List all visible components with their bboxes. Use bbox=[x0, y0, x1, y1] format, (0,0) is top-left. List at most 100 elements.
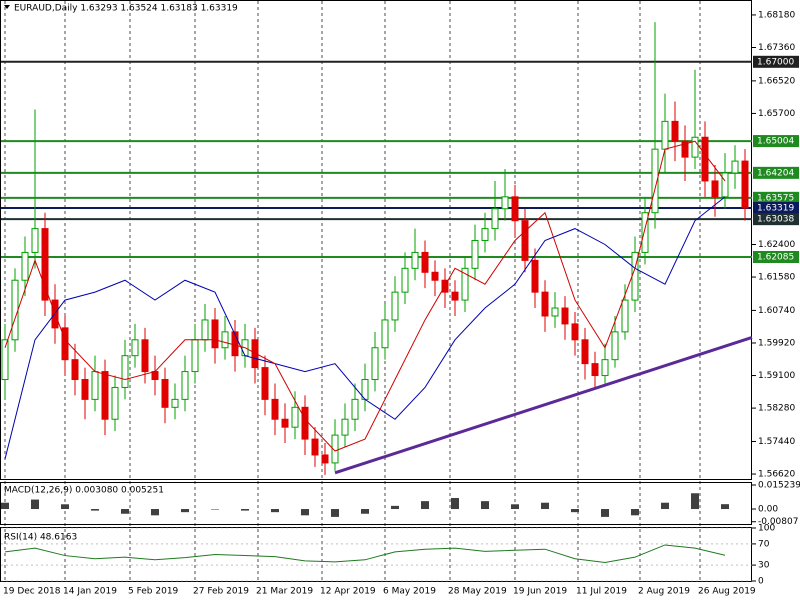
candle-body bbox=[671, 120, 679, 142]
macd-bar bbox=[241, 509, 249, 511]
candle-body bbox=[251, 339, 259, 369]
candle-body bbox=[501, 196, 509, 210]
y-tick-label: 100 bbox=[758, 524, 775, 534]
candle-body bbox=[461, 267, 469, 301]
candle-body bbox=[391, 291, 399, 321]
candle-body bbox=[311, 438, 319, 456]
candle-body bbox=[581, 339, 589, 365]
price-box bbox=[753, 191, 799, 204]
candle-body bbox=[31, 228, 39, 253]
candle-body bbox=[491, 208, 499, 230]
candle-body bbox=[21, 251, 29, 281]
candle-body bbox=[161, 379, 169, 408]
y-tick-label: 1.62400 bbox=[758, 240, 795, 250]
y-tick-label: 0.015239 bbox=[758, 480, 800, 490]
macd-header: MACD(12,26,9) 0.003080 0.005251 bbox=[4, 486, 164, 496]
candle-body bbox=[111, 386, 119, 420]
macd-bar bbox=[1, 502, 9, 510]
candle-body bbox=[401, 267, 409, 293]
candle-body bbox=[201, 319, 209, 341]
candle-body bbox=[331, 434, 339, 464]
y-tick-label: 1.58280 bbox=[758, 404, 795, 414]
rsi-header: RSI(14) 48.6163 bbox=[4, 533, 77, 543]
macd-bar bbox=[361, 509, 369, 514]
macd-bar bbox=[721, 504, 729, 510]
candle-body bbox=[181, 371, 189, 400]
candle-body bbox=[291, 406, 299, 428]
y-tick-label: 0.00 bbox=[758, 505, 778, 515]
x-tick-label: 19 Jun 2019 bbox=[513, 587, 567, 597]
candle-body bbox=[511, 196, 519, 222]
x-tick-label: 28 May 2019 bbox=[448, 587, 507, 597]
candle-body bbox=[621, 299, 629, 333]
price-label: 1.63319 bbox=[757, 203, 794, 213]
price-box bbox=[753, 135, 799, 148]
candle-body bbox=[121, 355, 129, 388]
candle-body bbox=[531, 259, 539, 293]
candle-body bbox=[641, 212, 649, 253]
macd-bar bbox=[601, 509, 609, 517]
candle-body bbox=[541, 291, 549, 317]
macd-bar bbox=[571, 509, 579, 513]
candle-body bbox=[321, 454, 329, 464]
candle-body bbox=[211, 319, 219, 349]
x-tick-label: 14 Jan 2019 bbox=[63, 587, 117, 597]
candle-body bbox=[591, 363, 599, 377]
candle-body bbox=[521, 220, 529, 261]
candle-body bbox=[131, 339, 139, 357]
y-tick-label: 30 bbox=[758, 561, 770, 571]
candle-body bbox=[101, 371, 109, 420]
candle-body bbox=[381, 319, 389, 349]
macd-bar bbox=[511, 504, 519, 510]
price-label: 1.64204 bbox=[757, 168, 794, 178]
macd-bar bbox=[631, 509, 639, 516]
macd-bar bbox=[151, 509, 159, 516]
price-label: 1.62085 bbox=[757, 252, 794, 262]
candle-body bbox=[271, 398, 279, 420]
price-label: 1.63575 bbox=[757, 193, 794, 203]
candle-body bbox=[221, 331, 229, 349]
rsi-line bbox=[4, 544, 726, 563]
candle-body bbox=[571, 323, 579, 341]
candle-body bbox=[371, 347, 379, 381]
macd-bar bbox=[331, 509, 339, 517]
candle-body bbox=[351, 398, 359, 420]
indicator-line bbox=[4, 140, 726, 452]
candle-body bbox=[601, 359, 609, 377]
candle-body bbox=[171, 398, 179, 408]
candle-body bbox=[611, 331, 619, 361]
candle-body bbox=[481, 228, 489, 242]
y-tick-label: 1.59100 bbox=[758, 371, 795, 381]
candle-body bbox=[61, 327, 69, 361]
candle-body bbox=[11, 279, 19, 341]
candle-body bbox=[281, 418, 289, 428]
macd-bar bbox=[181, 509, 189, 513]
y-tick-label: 70 bbox=[758, 539, 770, 549]
menu-arrow[interactable] bbox=[4, 5, 10, 9]
candle-body bbox=[41, 228, 49, 301]
price-box bbox=[753, 55, 799, 68]
price-label: 1.67000 bbox=[757, 57, 794, 67]
candle-body bbox=[741, 160, 749, 209]
macd-bar bbox=[271, 509, 279, 513]
price-label: 1.63038 bbox=[757, 215, 794, 225]
candle-body bbox=[341, 418, 349, 436]
candle-body bbox=[421, 251, 429, 273]
symbol-header: EURAUD,Daily 1.63293 1.63524 1.63183 1.6… bbox=[14, 4, 238, 14]
candle-body bbox=[551, 307, 559, 317]
macd-bar bbox=[421, 501, 429, 510]
macd-panel bbox=[0, 482, 752, 525]
x-tick-label: 11 Jul 2019 bbox=[576, 587, 627, 597]
macd-bar bbox=[211, 509, 219, 510]
y-tick-label: 1.61580 bbox=[758, 273, 795, 283]
x-tick-label: 6 May 2019 bbox=[383, 587, 436, 597]
y-tick-label: 1.68180 bbox=[758, 10, 795, 20]
candle-body bbox=[191, 339, 199, 373]
price-box bbox=[753, 213, 799, 226]
price-label: 1.65004 bbox=[757, 137, 794, 147]
x-tick-label: 5 Feb 2019 bbox=[128, 587, 179, 597]
x-tick-label: 2 Aug 2019 bbox=[638, 587, 690, 597]
macd-bar bbox=[91, 509, 99, 511]
candle-body bbox=[301, 406, 309, 440]
